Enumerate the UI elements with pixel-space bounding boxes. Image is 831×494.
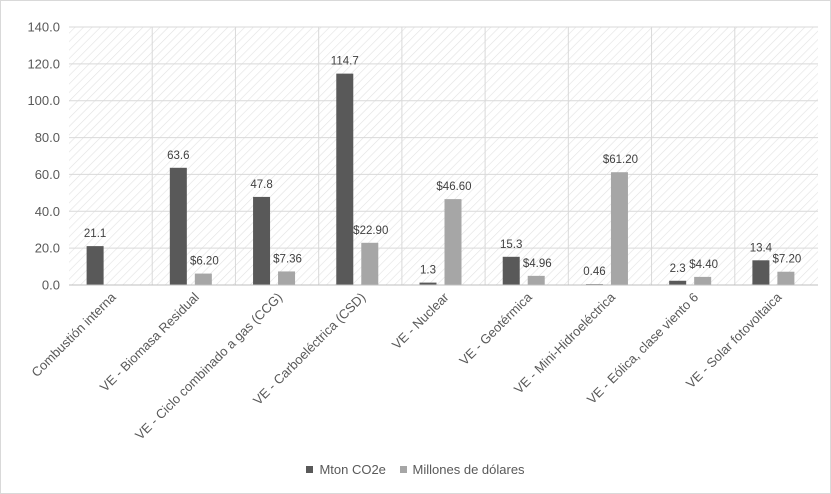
y-tick-label: 60.0 — [35, 167, 60, 182]
data-label-series-1: 63.6 — [167, 150, 189, 162]
y-tick-label: 140.0 — [27, 20, 60, 35]
data-label-series-1: 21.1 — [84, 228, 106, 240]
data-label-series-1: 1.3 — [420, 265, 436, 277]
bar-series-2 — [278, 271, 296, 285]
x-tick-label: VE - Nuclear — [389, 289, 452, 352]
x-tick-label: VE - Ciclo combinado a gas (CCG) — [132, 290, 285, 443]
y-tick-label: 40.0 — [35, 204, 60, 219]
y-tick-label: 20.0 — [35, 241, 60, 256]
bar-series-1 — [253, 196, 271, 285]
x-tick-label: VE - Geotérmica — [456, 289, 535, 368]
data-label-series-2: $4.40 — [689, 259, 718, 271]
bar-series-1 — [86, 246, 104, 285]
data-label-series-2: $46.60 — [436, 181, 471, 193]
grid-lines — [69, 26, 818, 286]
bar-series-1 — [502, 256, 520, 285]
bar-series-2 — [694, 276, 712, 285]
data-label-series-2: $7.20 — [772, 254, 801, 266]
data-label-series-1: 13.4 — [750, 242, 773, 254]
legend-swatch-series-2 — [399, 466, 407, 473]
bar-series-2 — [194, 273, 212, 285]
plot-area — [69, 27, 818, 285]
legend-label-series-2: Millones de dólares — [412, 462, 525, 477]
data-labels: 21.1 63.6 $6.20 47.8 $7.36 114.7 $22.90 1.3 $46.… — [84, 56, 801, 279]
legend: Mton CO2e Millones de dólares — [0, 461, 831, 477]
y-axis: 0.0 20.0 40.0 60.0 80.0 100.0 120.0 140.0 — [27, 20, 60, 293]
legend-label-series-1: Mton CO2e — [319, 462, 386, 477]
legend-swatch-series-1 — [306, 466, 314, 473]
bar-series-1 — [336, 73, 354, 285]
legend-item-series-1: Mton CO2e — [306, 462, 386, 477]
bar-series-2 — [610, 172, 628, 285]
data-label-series-2: $22.90 — [353, 225, 388, 237]
bar-series-1 — [669, 280, 687, 285]
bar-series-2 — [444, 199, 462, 285]
data-label-series-2: $6.20 — [190, 256, 219, 268]
data-label-series-1: 114.7 — [331, 56, 359, 68]
y-tick-label: 100.0 — [27, 93, 60, 108]
bar-series-1 — [169, 167, 187, 285]
bars — [86, 73, 795, 285]
bar-series-2 — [527, 275, 545, 285]
x-tick-label: Combustión interna — [28, 289, 119, 380]
legend-item-series-2: Millones de dólares — [399, 462, 525, 477]
y-tick-label: 0.0 — [42, 278, 60, 293]
data-label-series-1: 15.3 — [500, 239, 522, 251]
data-label-series-1: 2.3 — [670, 263, 686, 275]
bar-series-2 — [361, 242, 379, 285]
bar-series-2 — [777, 271, 795, 285]
data-label-series-2: $61.20 — [603, 154, 638, 166]
data-label-series-2: $7.36 — [273, 253, 302, 265]
bar-series-1 — [752, 260, 770, 285]
y-tick-label: 120.0 — [27, 56, 60, 71]
data-label-series-1: 47.8 — [250, 179, 272, 191]
x-tick-label: VE - Solar fotovoltaica — [683, 289, 785, 391]
data-label-series-1: 0.46 — [583, 266, 605, 278]
data-label-series-2: $4.96 — [523, 258, 552, 270]
bar-series-1 — [419, 282, 437, 285]
y-tick-label: 80.0 — [35, 130, 60, 145]
